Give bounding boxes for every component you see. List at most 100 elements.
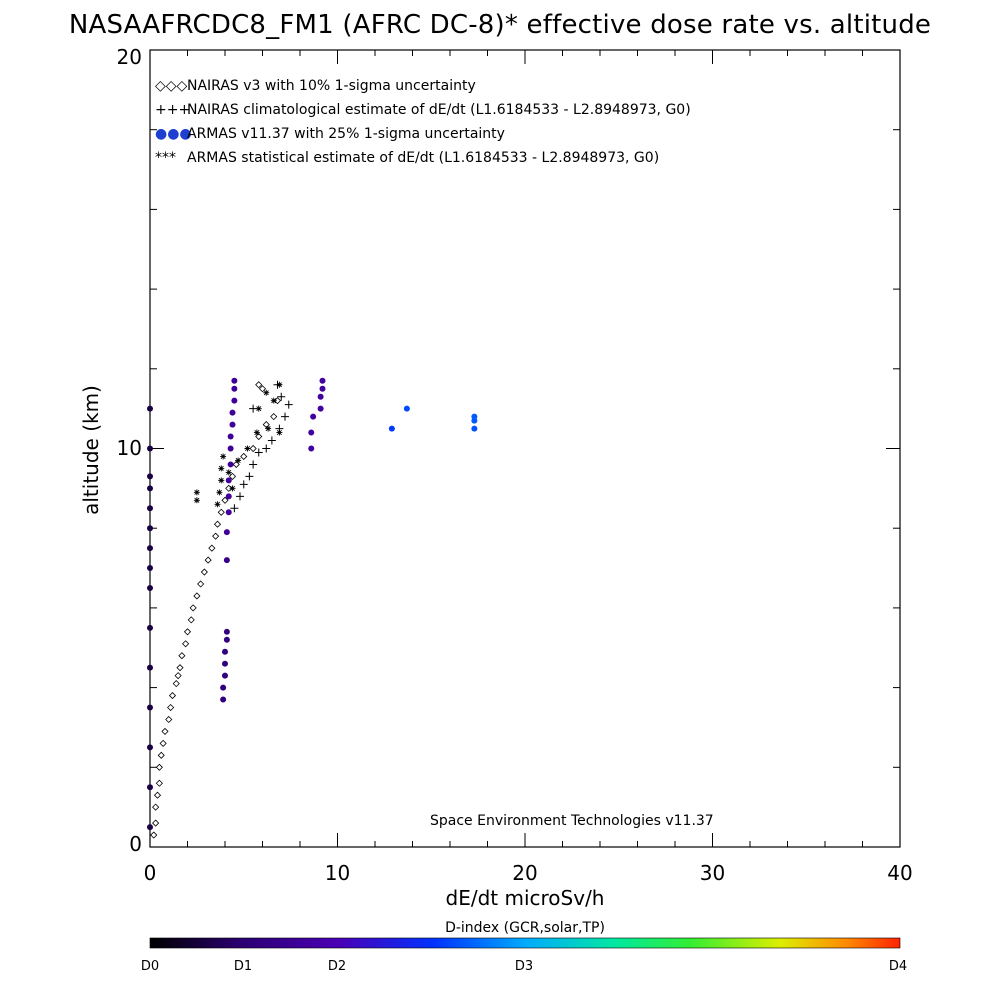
nairas-climatology-point [254,448,263,457]
armas-point [147,744,153,751]
nairas-point [155,763,163,771]
nairas-point [193,592,201,600]
armas-point [222,648,228,655]
nairas-climatology-point [262,444,271,453]
legend-label: ARMAS v11.37 with 25% 1-sigma uncertaint… [187,126,505,142]
armas-statistical-point [265,425,272,432]
armas-point [388,425,395,432]
armas-point [471,413,478,420]
armas-point [231,385,238,392]
nairas-point [200,568,208,576]
armas-point [147,704,153,711]
armas-point [223,557,230,564]
armas-statistical-point [253,429,260,436]
colorbar-label: D4 [889,959,907,974]
series-dot [147,377,478,831]
armas-statistical-point [276,381,283,388]
armas-statistical-point [218,465,225,472]
nairas-point [262,421,270,429]
nairas-point [178,652,186,660]
nairas-point [165,715,173,724]
x-tick-label: 20 [512,861,537,885]
nairas-point [228,472,237,480]
nairas-climatology-point [267,436,276,445]
nairas-point [221,496,229,504]
armas-statistical-point [218,477,225,484]
y-tick-label: 0 [129,832,142,856]
armas-statistical-point [214,501,221,508]
nairas-point [182,640,190,648]
armas-point [223,628,230,635]
armas-statistical-point [216,489,223,496]
armas-statistical-point [270,397,277,404]
nairas-point [152,803,160,811]
armas-point [222,672,228,679]
nairas-point [240,452,248,461]
nairas-point [150,831,158,839]
armas-point [147,505,153,512]
armas-statistical-point [244,445,251,452]
nairas-point [204,556,212,564]
armas-point [220,684,227,691]
nairas-climatology-point [249,460,258,469]
legend-symbol-diamond: ◇◇◇ [155,78,188,94]
nairas-point [197,580,205,588]
armas-point [227,461,234,468]
nairas-point [153,791,162,799]
armas-point [231,397,238,404]
armas-statistical-point [255,405,262,412]
y-tick-label: 20 [117,45,142,69]
nairas-point [217,508,225,516]
armas-point [225,477,232,484]
armas-point [147,525,153,532]
nairas-climatology-point [245,472,254,481]
x-tick-label: 30 [700,861,725,885]
nairas-point [189,604,197,612]
nairas-point [161,727,169,736]
chart-title: NASAAFRCDC8_FM1 (AFRC DC-8)* effective d… [68,10,932,40]
y-tick-label: 10 [117,436,142,460]
nairas-point [176,664,184,672]
armas-point [319,385,326,392]
armas-point [308,445,315,452]
nairas-point [255,381,263,389]
armas-point [225,509,232,516]
nairas-point [213,520,222,528]
armas-point [223,529,230,536]
colorbar-label: D3 [515,959,533,974]
nairas-point [157,751,165,759]
armas-statistical-point [225,469,232,476]
colorbar-labels: D0 D1 D2 D3 D4 [141,959,907,974]
axis-ticks [149,49,901,848]
armas-point [147,584,153,591]
armas-point [147,624,153,631]
y-axis-title: altitude (km) [79,385,103,515]
armas-point [147,445,153,452]
armas-point [147,824,153,831]
armas-point [231,377,238,384]
armas-point [147,664,153,671]
armas-point [147,405,153,412]
x-tick-label: 10 [325,861,350,885]
nairas-point [273,397,282,405]
nairas-climatology-point [284,400,293,409]
armas-point [229,409,236,416]
armas-point [319,377,326,384]
legend-label: ARMAS statistical estimate of dE/dt (L1.… [187,150,659,166]
armas-point [229,421,236,428]
nairas-point [152,819,160,827]
armas-point [223,636,230,643]
nairas-point [249,444,257,453]
armas-point [147,565,153,572]
x-axis-title: dE/dt microSv/h [446,886,605,910]
nairas-point [208,544,216,552]
armas-point [310,413,317,420]
armas-point [403,405,410,412]
armas-statistical-point [220,453,227,460]
annotation-text: Space Environment Technologies v11.37 [430,813,714,829]
data-marks [147,377,478,839]
armas-statistical-point [193,497,200,504]
armas-point [147,473,153,480]
legend: ◇◇◇ NAIRAS v3 with 10% 1-sigma uncertain… [155,78,691,166]
